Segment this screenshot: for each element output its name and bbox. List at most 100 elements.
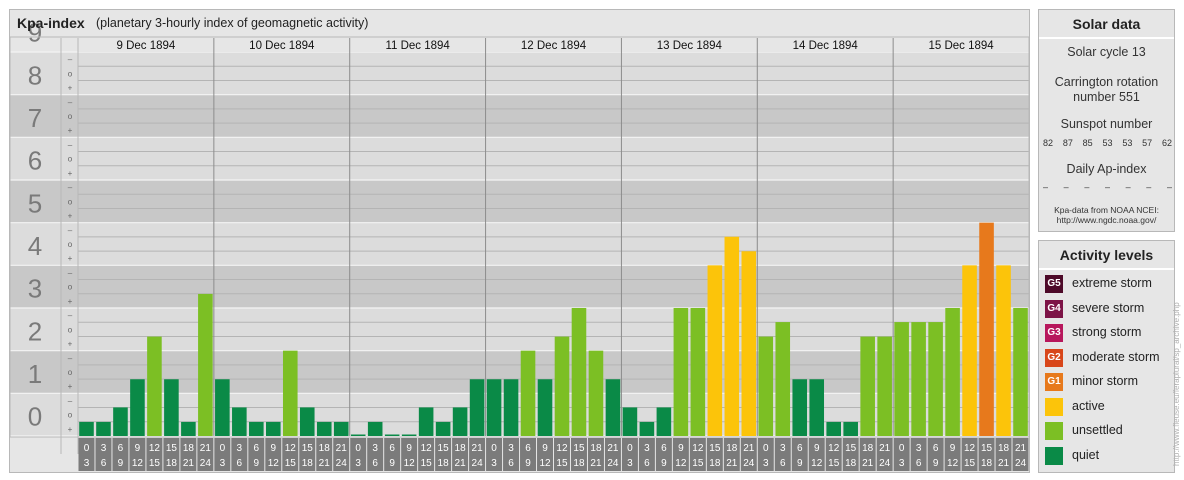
y-tick-label: 2 bbox=[28, 316, 42, 346]
interval-end-label: 3 bbox=[355, 458, 361, 469]
legend-item: G5 extreme storm bbox=[1045, 275, 1173, 295]
sub-tick-label: – bbox=[68, 140, 73, 149]
kp-bar bbox=[588, 350, 604, 436]
interval-end-label: 6 bbox=[237, 458, 243, 469]
kp-bar bbox=[350, 434, 366, 436]
interval-end-label: 21 bbox=[183, 458, 195, 469]
chart-title-bar: Kpa-index (planetary 3-hourly index of g… bbox=[9, 9, 1030, 37]
kp-bar bbox=[622, 407, 638, 436]
source-link[interactable]: http://www.ngdc.noaa.gov/ bbox=[1056, 215, 1157, 225]
interval-end-label: 24 bbox=[743, 458, 755, 469]
kp-bar bbox=[113, 407, 128, 436]
solar-data-header: Solar data bbox=[1039, 10, 1174, 39]
day-label: 9 Dec 1894 bbox=[117, 40, 176, 52]
legend-label: strong storm bbox=[1072, 325, 1142, 339]
kp-bar bbox=[707, 265, 723, 436]
interval-start-label: 9 bbox=[950, 443, 956, 454]
kp-bar bbox=[605, 379, 621, 436]
interval-end-label: 21 bbox=[726, 458, 738, 469]
legend-swatch bbox=[1045, 422, 1063, 440]
watermark: http://www.fleuse.eu/feraplural/sp_archi… bbox=[1172, 302, 1181, 466]
interval-cell bbox=[78, 438, 95, 471]
day-label: 10 Dec 1894 bbox=[249, 40, 315, 52]
interval-cell bbox=[231, 438, 248, 471]
kp-bar bbox=[554, 336, 570, 436]
sunspot-value: 85 bbox=[1082, 138, 1093, 148]
kp-bar bbox=[367, 421, 383, 436]
sub-tick-label: o bbox=[68, 325, 73, 334]
interval-start-label: 9 bbox=[814, 443, 820, 454]
sub-tick-label: + bbox=[68, 212, 73, 221]
legend-swatch: G2 bbox=[1045, 348, 1063, 367]
interval-start-label: 12 bbox=[692, 443, 704, 454]
chart-subtitle: (planetary 3-hourly index of geomagnetic… bbox=[96, 16, 369, 30]
ap-index-value: – bbox=[1043, 182, 1049, 192]
ap-index-value: – bbox=[1084, 182, 1090, 192]
interval-cell bbox=[435, 438, 452, 471]
sub-tick-label: – bbox=[68, 55, 73, 64]
interval-start-label: 3 bbox=[508, 443, 514, 454]
legend-swatch bbox=[1045, 446, 1063, 465]
interval-end-label: 24 bbox=[200, 458, 212, 469]
interval-cell bbox=[214, 438, 231, 471]
interval-end-label: 12 bbox=[811, 458, 823, 469]
sub-tick-label: o bbox=[68, 197, 73, 206]
interval-start-label: 21 bbox=[336, 443, 348, 454]
legend-item: G4 severe storm bbox=[1045, 299, 1173, 320]
legend-item: active bbox=[1045, 397, 1173, 418]
interval-end-label: 3 bbox=[491, 458, 497, 469]
kp-bar bbox=[690, 308, 706, 436]
kp-band bbox=[10, 137, 1029, 180]
interval-cell bbox=[197, 438, 214, 471]
y-tick-label: 1 bbox=[28, 359, 42, 389]
interval-cell bbox=[910, 438, 927, 471]
interval-start-label: 3 bbox=[372, 443, 378, 454]
interval-cell bbox=[248, 438, 265, 471]
interval-cell bbox=[486, 438, 503, 471]
kp-band bbox=[10, 393, 1029, 436]
interval-start-label: 18 bbox=[590, 443, 602, 454]
kp-bar bbox=[945, 308, 960, 436]
kp-bar bbox=[741, 251, 757, 436]
ap-index-label: Daily Ap-index bbox=[1066, 162, 1147, 176]
interval-start-label: 12 bbox=[828, 443, 840, 454]
sub-tick-label: – bbox=[68, 396, 73, 405]
interval-cell bbox=[723, 438, 740, 471]
interval-end-label: 12 bbox=[675, 458, 687, 469]
interval-end-label: 6 bbox=[916, 458, 922, 469]
interval-end-label: 6 bbox=[372, 458, 378, 469]
sub-tick-label: o bbox=[68, 155, 73, 164]
interval-cell bbox=[401, 438, 418, 471]
interval-end-label: 3 bbox=[763, 458, 769, 469]
interval-end-label: 21 bbox=[998, 458, 1010, 469]
interval-start-label: 15 bbox=[981, 443, 993, 454]
interval-start-label: 15 bbox=[302, 443, 314, 454]
interval-cell bbox=[384, 438, 401, 471]
interval-end-label: 9 bbox=[797, 458, 803, 469]
legend-label: minor storm bbox=[1072, 374, 1138, 388]
source-credit: Kpa-data from NOAA NCEI: bbox=[1054, 205, 1159, 215]
interval-end-label: 6 bbox=[508, 458, 514, 469]
kp-bar bbox=[96, 421, 111, 436]
sub-tick-label: + bbox=[68, 340, 73, 349]
kp-bar bbox=[232, 407, 247, 436]
legend-item: G2 moderate storm bbox=[1045, 348, 1173, 369]
interval-cell bbox=[638, 438, 655, 471]
ap-index-value: – bbox=[1104, 182, 1110, 192]
sunspot-value: 62 bbox=[1161, 138, 1172, 148]
interval-cell bbox=[163, 438, 180, 471]
sub-tick-label: + bbox=[68, 169, 73, 178]
interval-cell bbox=[961, 438, 978, 471]
kp-bar bbox=[775, 322, 791, 436]
sub-tick-label: – bbox=[68, 354, 73, 363]
y-tick-label: 8 bbox=[28, 60, 42, 90]
kp-bar bbox=[249, 421, 264, 436]
kp-bar bbox=[911, 322, 926, 436]
interval-cell bbox=[706, 438, 723, 471]
interval-end-label: 9 bbox=[661, 458, 667, 469]
interval-start-label: 12 bbox=[964, 443, 976, 454]
interval-cell bbox=[672, 438, 689, 471]
interval-cell bbox=[265, 438, 282, 471]
interval-cell bbox=[944, 438, 961, 471]
